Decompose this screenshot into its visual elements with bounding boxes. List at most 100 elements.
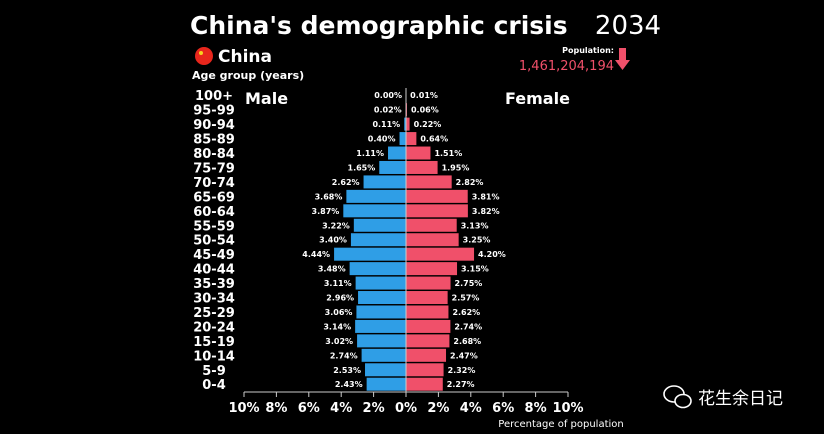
chart-title: China's demographic crisis <box>190 11 568 40</box>
x-axis-title: Percentage of population <box>498 419 623 430</box>
female-bar <box>406 363 444 377</box>
female-bar <box>406 305 449 319</box>
male-data-label: 2.74% <box>330 351 358 360</box>
x-tick-label: 6% <box>298 401 320 416</box>
x-tick-label: 10% <box>228 401 259 416</box>
male-data-label: 2.96% <box>326 294 354 303</box>
female-data-label: 2.75% <box>455 279 483 288</box>
female-bar <box>406 189 468 203</box>
age-group-label: 25-29 <box>193 306 235 321</box>
male-data-label: 0.02% <box>374 106 402 115</box>
female-bar <box>406 204 468 218</box>
female-data-label: 3.82% <box>472 207 500 216</box>
age-group-label: 40-44 <box>193 263 235 278</box>
male-bar <box>365 363 406 377</box>
age-group-label: 30-34 <box>193 292 235 307</box>
age-group-label: 0-4 <box>202 378 226 393</box>
male-bar <box>404 117 406 131</box>
age-group-label: 5-9 <box>202 364 226 379</box>
age-group-label: 70-74 <box>193 176 235 191</box>
female-bar <box>406 146 431 160</box>
male-bar <box>399 132 406 146</box>
age-group-label: 20-24 <box>193 320 235 335</box>
x-axis: 10% 8% 6% 4% 2% 0% 2% 4% 6% 8% 10% <box>228 88 584 416</box>
x-tick-label: 10% <box>552 401 583 416</box>
year-label: 2034 <box>595 11 661 41</box>
female-bar <box>406 132 417 146</box>
male-bar <box>379 160 406 174</box>
female-bar <box>406 319 451 333</box>
age-group-label: 45-49 <box>193 248 235 263</box>
female-data-label: 2.68% <box>453 337 481 346</box>
female-data-label: 2.47% <box>450 351 478 360</box>
x-tick-label: 8% <box>265 401 287 416</box>
female-bar <box>406 247 475 261</box>
male-bar <box>334 247 406 261</box>
arrow-down-icon <box>615 48 630 70</box>
male-data-label: 0.40% <box>368 135 396 144</box>
female-data-label: 2.82% <box>456 178 484 187</box>
male-data-label: 2.43% <box>335 380 363 389</box>
male-bar <box>358 291 406 305</box>
male-data-label: 3.48% <box>318 265 346 274</box>
male-data-label: 0.11% <box>372 120 400 129</box>
male-bar <box>366 377 406 391</box>
male-data-label: 3.11% <box>324 279 352 288</box>
age-group-label: 100+ <box>195 89 233 104</box>
female-data-label: 3.15% <box>461 265 489 274</box>
x-tick-label: 2% <box>427 401 449 416</box>
male-bar <box>349 262 406 276</box>
male-bar <box>346 189 406 203</box>
male-data-label: 3.02% <box>325 337 353 346</box>
watermark-text: 花生余日记 <box>698 389 783 409</box>
female-data-label: 0.06% <box>411 106 439 115</box>
male-data-label: 3.87% <box>312 207 340 216</box>
x-tick-label: 0% <box>395 401 417 416</box>
male-bar <box>357 334 406 348</box>
female-label: Female <box>505 89 570 108</box>
male-bar <box>356 305 406 319</box>
female-bar <box>406 348 447 362</box>
male-bar <box>343 204 406 218</box>
male-data-label: 3.06% <box>325 308 353 317</box>
age-group-label: 35-39 <box>193 277 235 292</box>
female-bar <box>406 160 438 174</box>
male-bar <box>355 319 406 333</box>
male-bar <box>350 233 406 247</box>
female-data-label: 0.64% <box>420 135 448 144</box>
female-data-label: 2.32% <box>448 366 476 375</box>
female-data-label: 1.51% <box>434 149 462 158</box>
age-group-label: 85-89 <box>193 133 235 148</box>
x-tick-label: 8% <box>525 401 547 416</box>
x-tick-label: 4% <box>460 401 482 416</box>
female-bar <box>406 117 410 131</box>
male-data-label: 3.40% <box>319 236 347 245</box>
x-tick-label: 2% <box>363 401 385 416</box>
male-data-label: 1.11% <box>356 149 384 158</box>
china-flag-icon <box>195 47 213 65</box>
country-name: China <box>218 47 272 67</box>
population-value: 1,461,204,194 <box>519 59 614 74</box>
wechat-logo-icon <box>663 385 692 409</box>
male-data-label: 0.00% <box>374 91 402 100</box>
age-group-label: 55-59 <box>193 219 235 234</box>
female-data-label: 2.27% <box>447 380 475 389</box>
age-group-label: 10-14 <box>193 349 235 364</box>
female-series: 0.01% 0.06% 0.22% 0.64% 1.51% 1.95% 2.82% 3.81%… <box>406 88 506 391</box>
x-tick-label: 4% <box>330 401 352 416</box>
age-group-label: 90-94 <box>193 118 235 133</box>
age-group-label: 50-54 <box>193 234 235 249</box>
female-data-label: 0.01% <box>410 91 438 100</box>
male-data-label: 4.44% <box>302 250 330 259</box>
age-group-label: 65-69 <box>193 190 235 205</box>
female-bar <box>406 218 457 232</box>
female-bar <box>406 233 459 247</box>
female-data-label: 3.81% <box>472 192 500 201</box>
age-group-label: 95-99 <box>193 104 235 119</box>
male-bar <box>353 218 406 232</box>
population-caption: Population: <box>562 46 614 55</box>
male-bar <box>355 276 406 290</box>
male-data-label: 2.53% <box>333 366 361 375</box>
female-data-label: 0.22% <box>414 120 442 129</box>
